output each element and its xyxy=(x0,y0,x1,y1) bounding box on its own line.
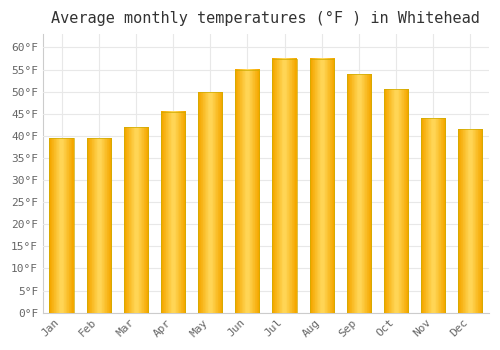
Bar xyxy=(86,138,111,313)
Bar xyxy=(124,127,148,313)
Bar xyxy=(236,70,260,313)
Bar xyxy=(310,58,334,313)
Title: Average monthly temperatures (°F ) in Whitehead: Average monthly temperatures (°F ) in Wh… xyxy=(52,11,480,26)
Bar xyxy=(458,129,482,313)
Bar xyxy=(384,90,408,313)
Bar xyxy=(50,138,74,313)
Bar xyxy=(161,112,185,313)
Bar xyxy=(198,92,222,313)
Bar xyxy=(421,118,445,313)
Bar xyxy=(272,58,296,313)
Bar xyxy=(347,74,371,313)
